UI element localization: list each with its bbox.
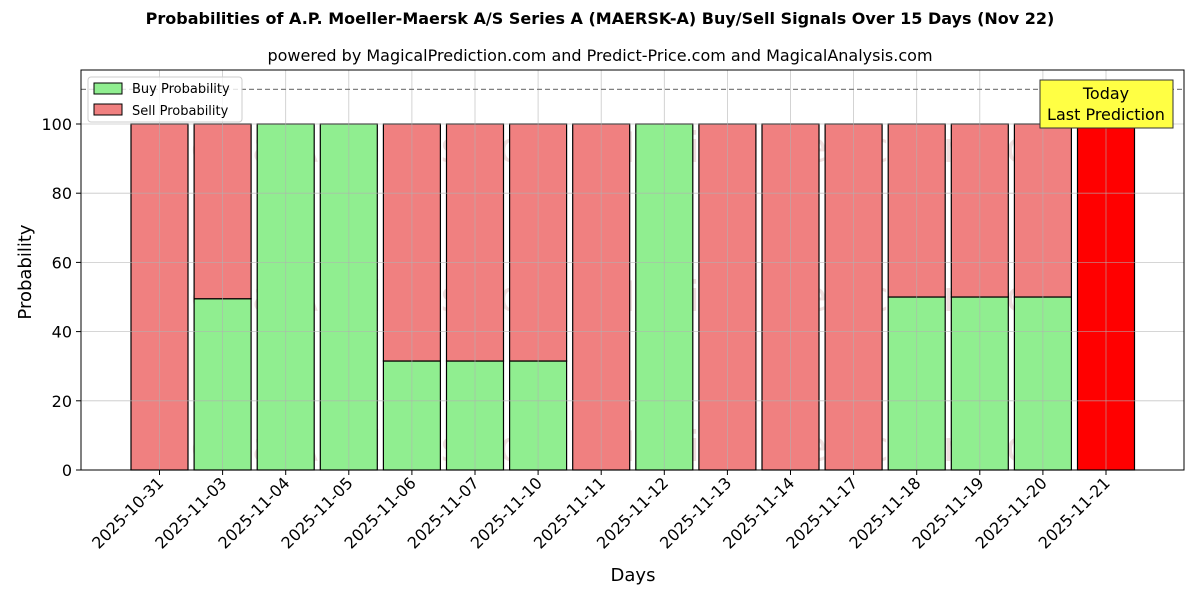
chart-title: Probabilities of A.P. Moeller-Maersk A/S… bbox=[145, 9, 1055, 28]
y-tick-label: 60 bbox=[52, 253, 72, 272]
axes-frame bbox=[80, 69, 1185, 471]
today-annotation: Today Last Prediction bbox=[1039, 79, 1174, 129]
legend: Buy Probability Sell Probability bbox=[87, 76, 243, 123]
grid-lines bbox=[81, 70, 1184, 471]
y-tick-label: 100 bbox=[41, 115, 72, 134]
legend-buy-label: Buy Probability bbox=[132, 82, 230, 97]
y-axis-label: Probability bbox=[15, 224, 36, 319]
y-tick-label: 80 bbox=[52, 184, 72, 203]
legend-buy-swatch bbox=[93, 82, 123, 95]
chart-subtitle: powered by MagicalPrediction.com and Pre… bbox=[267, 46, 933, 65]
y-axis: 0 20 40 60 80 100 bbox=[41, 115, 81, 480]
y-tick-label: 0 bbox=[62, 461, 72, 480]
x-axis-label: Days bbox=[611, 565, 656, 586]
legend-sell-label: Sell Probability bbox=[132, 104, 229, 119]
y-tick-label: 40 bbox=[52, 323, 72, 342]
annotation-last-prediction-text: Last Prediction bbox=[1047, 105, 1165, 124]
x-axis: 2025-10-312025-11-032025-11-042025-11-05… bbox=[88, 470, 1114, 553]
legend-sell-swatch bbox=[93, 103, 123, 116]
annotation-today-text: Today bbox=[1082, 84, 1129, 103]
y-tick-label: 20 bbox=[52, 392, 72, 411]
